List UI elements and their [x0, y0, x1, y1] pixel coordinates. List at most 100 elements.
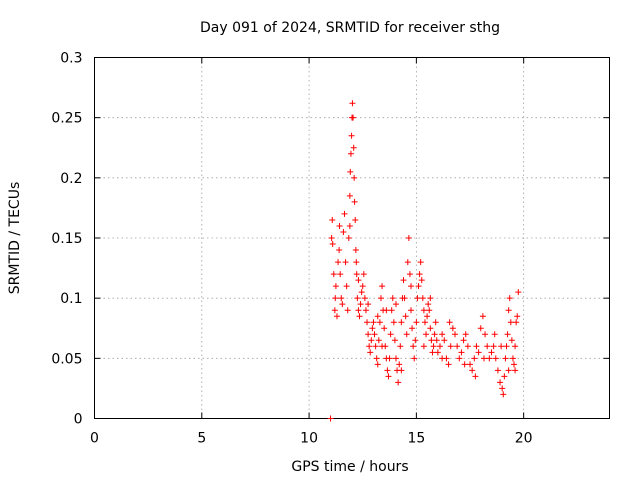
- data-point: [420, 307, 427, 314]
- data-point: [365, 331, 372, 338]
- data-point: [462, 331, 469, 338]
- data-point: [499, 385, 506, 392]
- data-point: [452, 331, 458, 338]
- data-point: [419, 295, 426, 302]
- data-point: [480, 355, 487, 362]
- data-point: [421, 319, 428, 326]
- data-point: [328, 235, 335, 241]
- data-point: [423, 331, 430, 338]
- data-point: [486, 355, 493, 362]
- data-point: [424, 313, 431, 320]
- data-point: [371, 331, 378, 338]
- data-point: [512, 343, 519, 350]
- data-point: [497, 379, 504, 386]
- x-tick-label: 10: [300, 431, 318, 447]
- data-point: [475, 349, 482, 356]
- data-point: [427, 295, 434, 302]
- data-point: [356, 313, 363, 320]
- data-point: [515, 289, 522, 296]
- y-tick-label: 0.15: [51, 231, 82, 247]
- data-point: [404, 259, 411, 266]
- data-point: [503, 343, 510, 350]
- data-point: [431, 331, 438, 338]
- data-point: [398, 367, 405, 374]
- data-point: [375, 337, 382, 344]
- data-point: [439, 355, 446, 362]
- data-point: [477, 325, 484, 332]
- tick-labels: 0 5 10 15 20 0 0.05 0.1 0.15 0.2 0.25 0.3: [51, 51, 532, 447]
- data-point: [514, 313, 521, 320]
- grid: [94, 57, 610, 419]
- data-point: [396, 361, 403, 368]
- data-point: [354, 295, 361, 302]
- data-point: [426, 307, 433, 314]
- data-point: [361, 295, 368, 302]
- data-point: [460, 337, 467, 344]
- data-point: [353, 259, 360, 266]
- data-point: [469, 367, 476, 374]
- data-point: [494, 367, 501, 374]
- data-point: [441, 337, 448, 344]
- data-point: [400, 277, 407, 284]
- data-point: [398, 319, 405, 326]
- y-tick-label: 0.1: [60, 291, 82, 307]
- data-point: [502, 355, 509, 362]
- data-point: [355, 277, 362, 284]
- data-point: [373, 355, 380, 362]
- data-point: [388, 307, 395, 314]
- data-point: [458, 349, 465, 356]
- data-point: [449, 325, 456, 332]
- data-point: [386, 355, 393, 362]
- data-point: [355, 307, 362, 314]
- data-point: [410, 343, 417, 350]
- data-point: [327, 415, 334, 422]
- data-point: [329, 241, 336, 248]
- data-point: [420, 343, 427, 350]
- data-point: [376, 319, 383, 326]
- y-tick-label: 0.3: [60, 51, 82, 67]
- data-point: [425, 301, 432, 308]
- data-point: [411, 355, 418, 362]
- data-point: [511, 361, 518, 368]
- chart-title: Day 091 of 2024, SRMTID for receiver sth…: [200, 20, 500, 36]
- data-point: [471, 355, 478, 362]
- data-point: [345, 235, 352, 241]
- data-point: [505, 307, 512, 314]
- data-point: [446, 319, 453, 326]
- data-point: [454, 343, 461, 350]
- data-point: [395, 379, 402, 386]
- data-point: [472, 373, 479, 380]
- data-point: [447, 343, 454, 350]
- x-axis-title: GPS time / hours: [291, 459, 408, 475]
- data-point: [509, 355, 516, 362]
- data-point: [479, 313, 486, 320]
- y-tick-label: 0: [74, 412, 83, 428]
- data-point: [403, 331, 410, 338]
- data-point: [387, 331, 394, 338]
- data-point: [379, 343, 386, 350]
- data-point: [377, 295, 384, 302]
- data-point: [464, 343, 471, 350]
- data-point: [374, 313, 381, 320]
- data-point: [362, 307, 369, 314]
- data-point: [370, 319, 377, 326]
- data-point: [397, 343, 404, 350]
- data-point: [364, 319, 371, 326]
- data-point: [350, 114, 357, 121]
- data-point: [379, 283, 386, 290]
- data-point: [352, 216, 359, 223]
- data-point: [506, 295, 513, 302]
- data-point: [347, 168, 354, 175]
- data-point: [353, 271, 360, 278]
- data-point: [337, 271, 344, 278]
- data-point: [383, 307, 390, 314]
- data-point: [434, 349, 441, 356]
- data-point: [488, 349, 495, 356]
- data-point: [491, 331, 498, 338]
- data-point: [482, 331, 489, 338]
- data-point: [336, 247, 343, 254]
- data-point: [372, 343, 379, 350]
- data-point: [331, 307, 338, 314]
- data-point: [374, 361, 381, 368]
